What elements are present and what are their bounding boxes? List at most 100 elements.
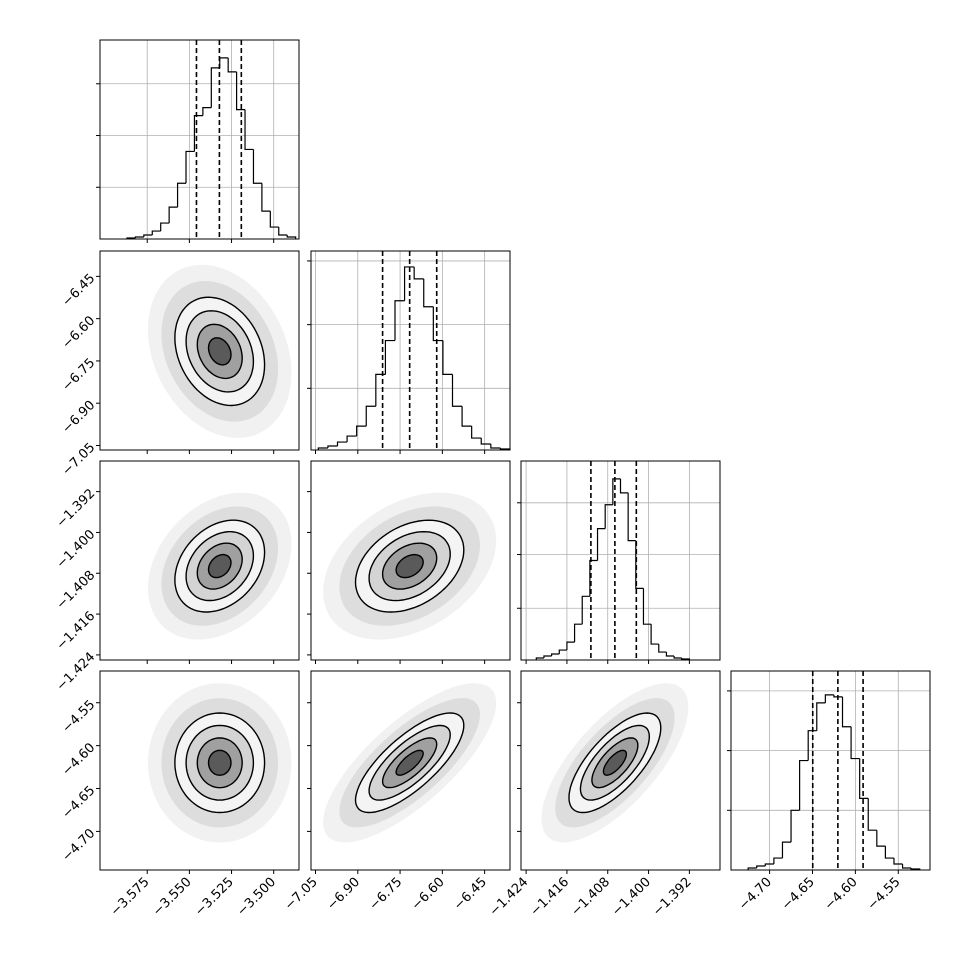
histogram-step (893, 858, 903, 865)
panel-frame (99, 250, 300, 451)
x-tick-label: −4.60 (822, 875, 861, 914)
contour (207, 553, 232, 579)
panel-frame (99, 670, 300, 871)
histogram-step (202, 107, 212, 116)
panel (148, 492, 292, 640)
histogram-step (807, 730, 817, 761)
histogram-step (143, 234, 153, 238)
x-tick-label: −1.408 (568, 875, 613, 920)
x-tick-label: −6.90 (324, 875, 363, 914)
histogram-step (210, 67, 220, 108)
x-tick-label: −1.416 (528, 875, 573, 920)
histogram-step (168, 206, 178, 224)
histogram-step (151, 230, 161, 236)
panel-frame (520, 460, 721, 661)
y-tick-label: −4.65 (60, 783, 99, 822)
histogram-step (535, 657, 544, 660)
y-tick-label: −6.45 (60, 271, 99, 310)
y-tick-label: −6.90 (60, 398, 99, 437)
histogram-step (176, 182, 187, 208)
panel (148, 683, 292, 843)
histogram-step (461, 406, 472, 427)
histogram-step (612, 478, 621, 505)
histogram-step (543, 655, 552, 659)
panel-frame (99, 39, 300, 240)
histogram-step (160, 222, 170, 232)
histogram-step (413, 266, 424, 280)
x-tick-label: −7.05 (282, 875, 321, 914)
histogram-step (619, 478, 629, 494)
histogram-step (193, 115, 203, 152)
x-tick-label: −6.75 (367, 875, 406, 914)
y-tick-label: −1.392 (54, 486, 99, 531)
panel (148, 264, 292, 438)
histogram-step (867, 798, 877, 831)
histogram-step (346, 435, 357, 443)
histogram-step (859, 758, 869, 799)
histogram-step (673, 656, 682, 659)
contour (395, 749, 424, 776)
histogram-step (185, 150, 195, 184)
y-tick-label: −6.75 (60, 356, 99, 395)
histogram-step (773, 857, 783, 865)
histogram-step (573, 623, 583, 643)
histogram-step (627, 492, 636, 542)
histogram-step (252, 149, 262, 184)
histogram-step (642, 588, 652, 625)
histogram-step (596, 528, 606, 561)
panel-frame (310, 460, 511, 661)
histogram-step (356, 425, 367, 437)
histogram-step (261, 183, 271, 212)
histogram-step (658, 644, 667, 653)
histogram-step (384, 339, 395, 375)
x-tick-label: −4.65 (779, 875, 818, 914)
histogram-step (884, 846, 894, 859)
histogram-step (336, 441, 348, 447)
histogram-step (490, 444, 501, 449)
histogram-step (269, 211, 279, 228)
histogram-step (833, 694, 843, 698)
histogram-step (278, 227, 288, 236)
x-tick-label: −1.392 (650, 875, 695, 920)
histogram-step (327, 445, 338, 449)
histogram-step (799, 759, 809, 811)
histogram-step (566, 641, 575, 651)
y-tick-label: −6.60 (60, 313, 99, 352)
histogram-step (227, 57, 237, 73)
histogram-step (824, 694, 834, 703)
panel (541, 683, 689, 843)
x-tick-label: −1.400 (609, 875, 654, 920)
contour (207, 337, 232, 366)
histogram-step (665, 652, 675, 657)
histogram-step (403, 266, 415, 301)
x-tick-label: −1.424 (487, 875, 532, 920)
x-tick-label: −3.550 (150, 875, 195, 920)
y-tick-label: −4.70 (60, 826, 99, 865)
histogram-step (134, 236, 144, 239)
histogram-step (841, 696, 852, 728)
histogram-step (551, 653, 560, 657)
histogram-step (581, 595, 590, 625)
histogram-step (756, 865, 766, 869)
panel (323, 683, 497, 843)
histogram-step (781, 841, 792, 859)
x-tick-label: −3.575 (108, 875, 153, 920)
contour (602, 749, 628, 776)
y-tick-label: −1.424 (54, 650, 99, 695)
histogram-step (480, 438, 491, 445)
histogram-step (286, 235, 297, 239)
panel-frame (310, 670, 511, 871)
histogram-step (876, 830, 886, 847)
histogram-step (589, 559, 598, 597)
x-tick-label: −6.45 (451, 875, 490, 914)
histogram-step (635, 540, 644, 589)
histogram-step (816, 702, 826, 731)
x-tick-label: −3.525 (192, 875, 237, 920)
panel-frame (730, 670, 931, 871)
histogram-step (244, 109, 254, 151)
panel-frame (520, 670, 721, 871)
histogram-step (219, 57, 229, 68)
x-tick-label: −4.55 (865, 875, 904, 914)
